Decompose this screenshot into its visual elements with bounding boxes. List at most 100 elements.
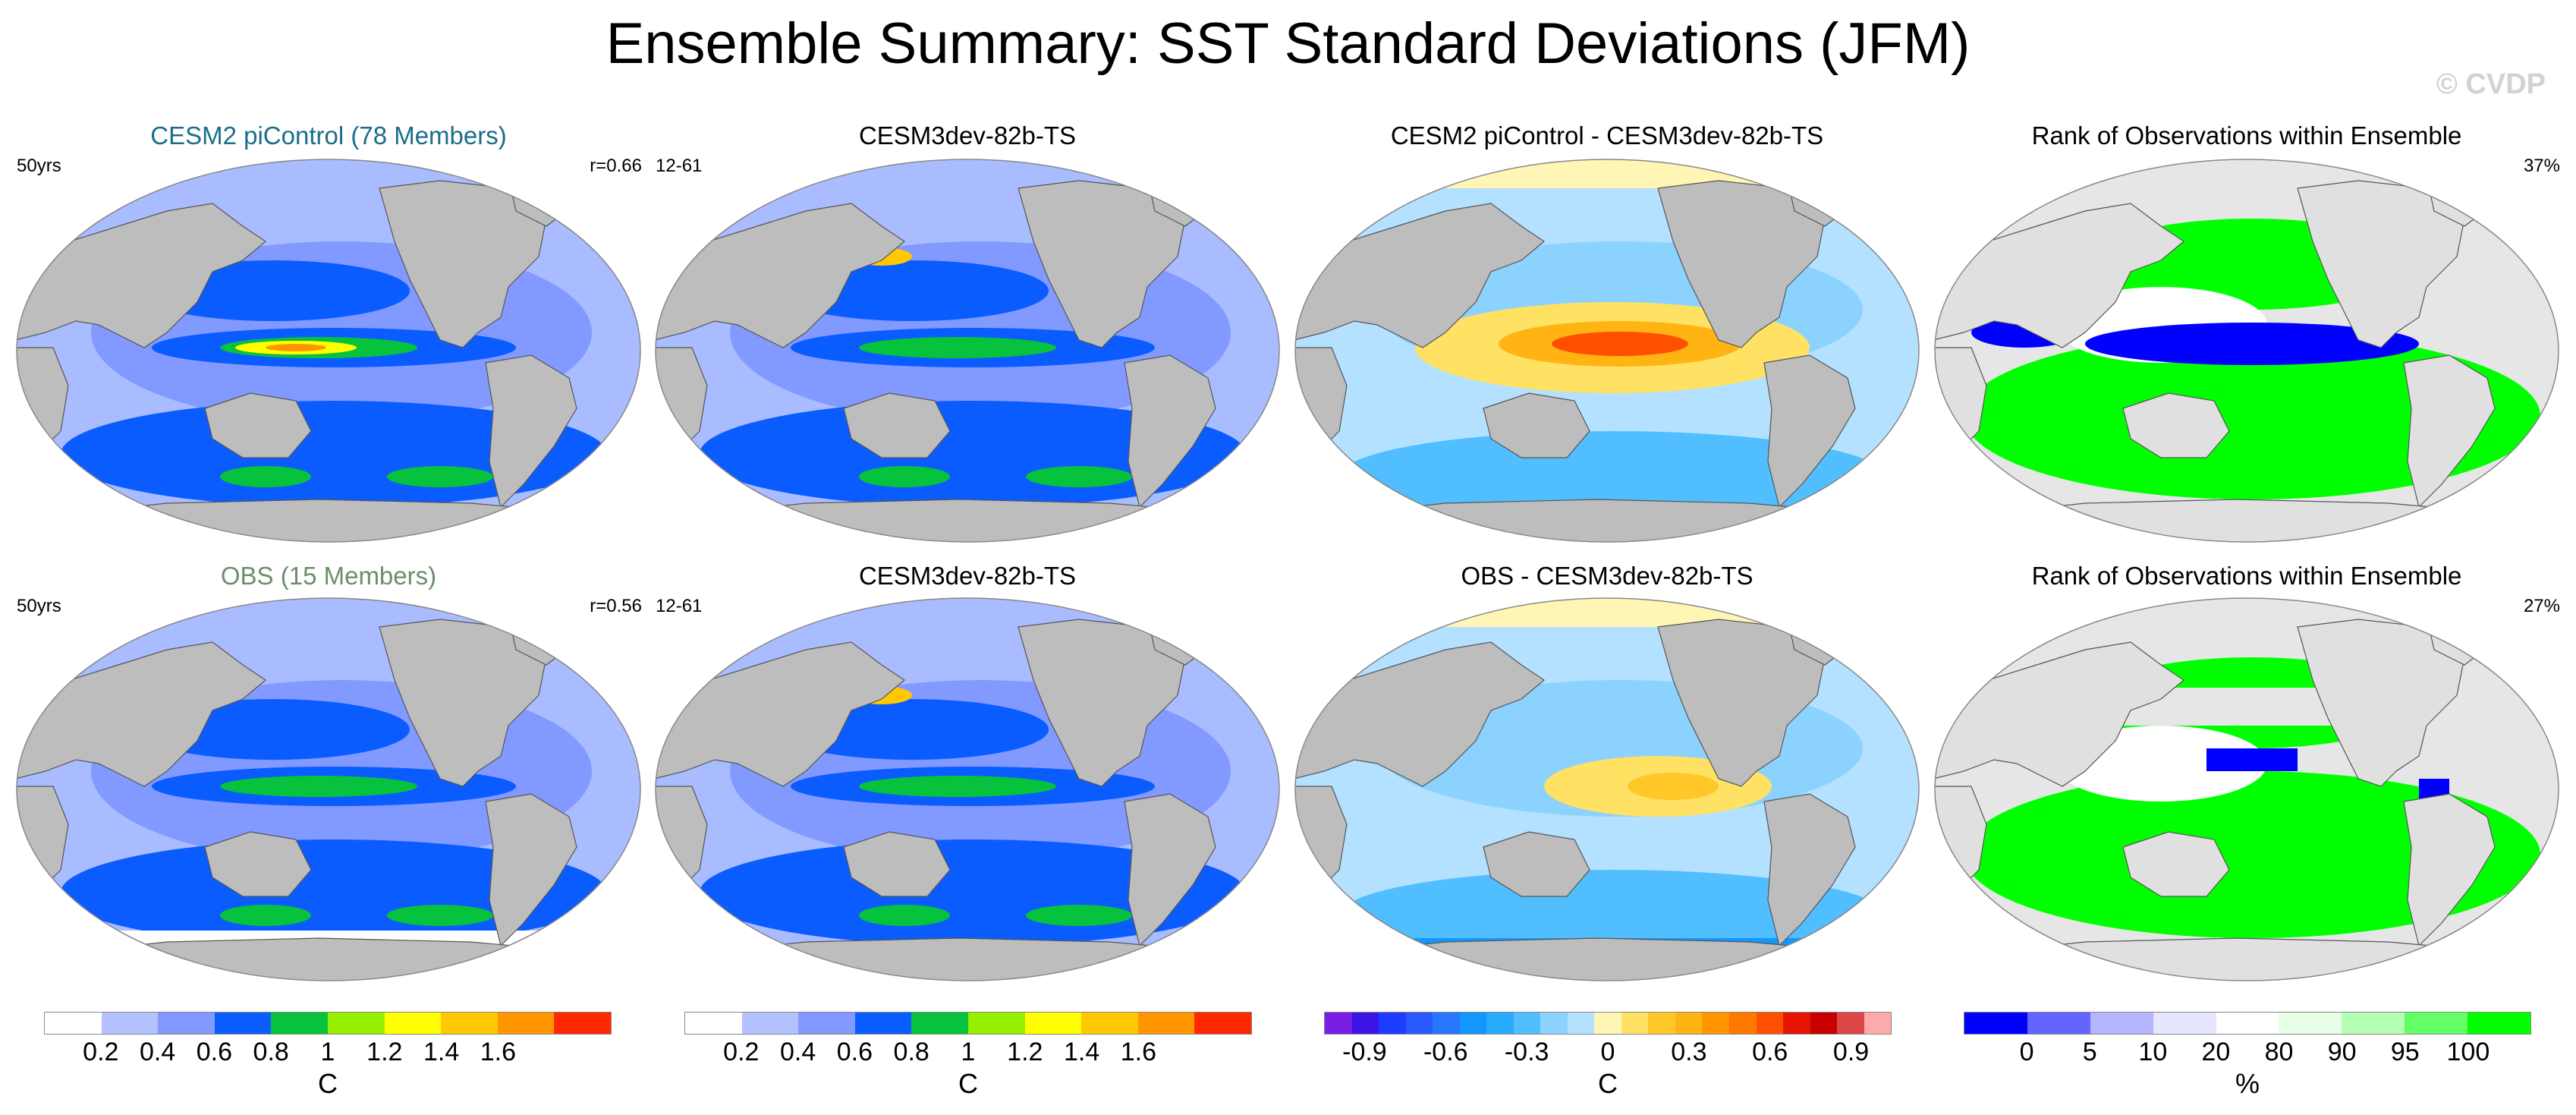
colorbar-tick-label: 0.6 xyxy=(1752,1038,1788,1066)
map-r2c4 xyxy=(1934,597,2559,981)
land-mass xyxy=(2122,392,2230,458)
colorbar-swatch xyxy=(554,1013,611,1034)
map-frame xyxy=(1294,159,1920,543)
land-mass xyxy=(1763,793,1856,947)
colorbar-swatch xyxy=(101,1013,159,1034)
map-frame xyxy=(1934,597,2559,981)
land-mass xyxy=(1124,354,1216,509)
colorbar-tick-label: -0.3 xyxy=(1504,1038,1549,1066)
colorbar-tick-label: 0 xyxy=(1600,1038,1615,1066)
colorbar-tick-label: 0.8 xyxy=(253,1038,289,1066)
colorbar-tick-label: 1.4 xyxy=(1063,1038,1100,1066)
colorbar-swatch xyxy=(1702,1013,1729,1034)
colorbar-swatch xyxy=(1728,1013,1757,1034)
colorbar-swatch xyxy=(384,1013,442,1034)
map-frame xyxy=(1934,159,2559,543)
colorbar-tick-label: 0.6 xyxy=(836,1038,873,1066)
land-mass xyxy=(1295,203,1546,348)
map-frame xyxy=(655,597,1280,981)
colorbar-tick-label: 80 xyxy=(2264,1038,2294,1066)
colorbar-cb4 xyxy=(1964,1012,2531,1035)
colorbar-swatch xyxy=(1837,1013,1864,1034)
page-title: Ensemble Summary: SST Standard Deviation… xyxy=(605,11,1971,76)
land-mass xyxy=(1483,392,1590,458)
colorbar-tick-label: 5 xyxy=(2082,1038,2097,1066)
land-mass xyxy=(656,203,906,348)
colorbar-swatch xyxy=(45,1013,102,1034)
colorbar-swatch xyxy=(1783,1013,1810,1034)
colorbar-tick-label: 0.9 xyxy=(1832,1038,1870,1066)
colorbar-unit: C xyxy=(1598,1068,1618,1099)
colorbar-tick-label: 100 xyxy=(2446,1038,2490,1066)
colorbar-swatch xyxy=(1513,1013,1541,1034)
land-mass xyxy=(698,937,1241,981)
land-mass xyxy=(1338,937,1880,981)
colorbar-swatch xyxy=(741,1013,799,1034)
colorbar-tick-label: 0.6 xyxy=(196,1038,233,1066)
panel-left-label-r1c1: 50yrs xyxy=(17,156,61,176)
colorbar-tick-label: 95 xyxy=(2390,1038,2420,1066)
colorbar-cb1 xyxy=(44,1012,612,1035)
colorbar-swatch xyxy=(2090,1013,2153,1034)
colorbar-swatch xyxy=(854,1013,912,1034)
colorbar-swatch xyxy=(158,1013,215,1034)
land-mass xyxy=(2122,831,2230,897)
land-mass xyxy=(1295,641,1546,787)
land-mass xyxy=(485,354,577,509)
colorbar-swatch xyxy=(1621,1013,1649,1034)
colorbar-swatch xyxy=(1137,1013,1195,1034)
colorbar-swatch xyxy=(214,1013,272,1034)
land-mass xyxy=(204,831,312,897)
land-mass xyxy=(1763,354,1856,509)
colorbar-tick-label: 20 xyxy=(2201,1038,2231,1066)
map-frame xyxy=(16,159,641,543)
colorbar-swatch xyxy=(1675,1013,1703,1034)
colorbar-tick-label: 0.2 xyxy=(83,1038,119,1066)
map-r1c2 xyxy=(655,159,1280,543)
colorbar-swatch xyxy=(271,1013,328,1034)
land-mass xyxy=(843,831,951,897)
map-r1c1 xyxy=(16,159,641,543)
panel-right-label-r2c4: 27% xyxy=(2523,596,2560,616)
cvdp-watermark: © CVDP xyxy=(2436,68,2546,100)
colorbar-tick-label: 1.6 xyxy=(1120,1038,1157,1066)
panel-title-r1c1: CESM2 piControl (78 Members) xyxy=(150,121,507,150)
colorbar-swatch xyxy=(1964,1013,2027,1034)
colorbar-swatch xyxy=(1081,1013,1138,1034)
colorbar-swatch xyxy=(1351,1013,1379,1034)
map-frame xyxy=(1294,597,1920,981)
colorbar-swatch xyxy=(2405,1013,2468,1034)
colorbar-swatch xyxy=(1864,1013,1892,1034)
land-mass xyxy=(17,203,267,348)
colorbar-tick-label: 1.6 xyxy=(480,1038,517,1066)
colorbar-cb3 xyxy=(1324,1012,1892,1035)
map-r2c2 xyxy=(655,597,1280,981)
colorbar-swatch xyxy=(2027,1013,2090,1034)
colorbar-unit: C xyxy=(958,1068,978,1099)
map-frame xyxy=(655,159,1280,543)
colorbar-tick-label: 1 xyxy=(961,1038,976,1066)
colorbar-tick-label: 1.4 xyxy=(423,1038,460,1066)
colorbar-swatch xyxy=(1459,1013,1487,1034)
colorbar-swatch xyxy=(1648,1013,1675,1034)
land-mass xyxy=(485,793,577,947)
colorbar-unit: C xyxy=(318,1068,338,1099)
colorbar-tick-label: 10 xyxy=(2138,1038,2168,1066)
colorbar-unit: % xyxy=(2235,1068,2260,1099)
colorbar-swatch xyxy=(497,1013,555,1034)
colorbar-swatch xyxy=(2342,1013,2405,1034)
colorbar-tick-label: 0.4 xyxy=(779,1038,816,1066)
panel-title-r1c3: CESM2 piControl - CESM3dev-82b-TS xyxy=(1390,121,1824,150)
panel-right-label-r1c1: r=0.66 xyxy=(590,156,642,176)
land-mass xyxy=(1338,499,1880,542)
land-mass xyxy=(843,392,951,458)
panel-title-r2c1: OBS (15 Members) xyxy=(220,562,437,590)
colorbar-tick-label: 0.3 xyxy=(1671,1038,1707,1066)
colorbar-tick-label: 90 xyxy=(2327,1038,2357,1066)
colorbar-tick-label: 0 xyxy=(2019,1038,2034,1066)
panel-right-label-r2c1: r=0.56 xyxy=(590,596,642,616)
land-mass xyxy=(59,937,602,981)
panel-title-r1c4: Rank of Observations within Ensemble xyxy=(2031,121,2462,150)
colorbar-swatch xyxy=(1540,1013,1568,1034)
map-r1c3 xyxy=(1294,159,1920,543)
